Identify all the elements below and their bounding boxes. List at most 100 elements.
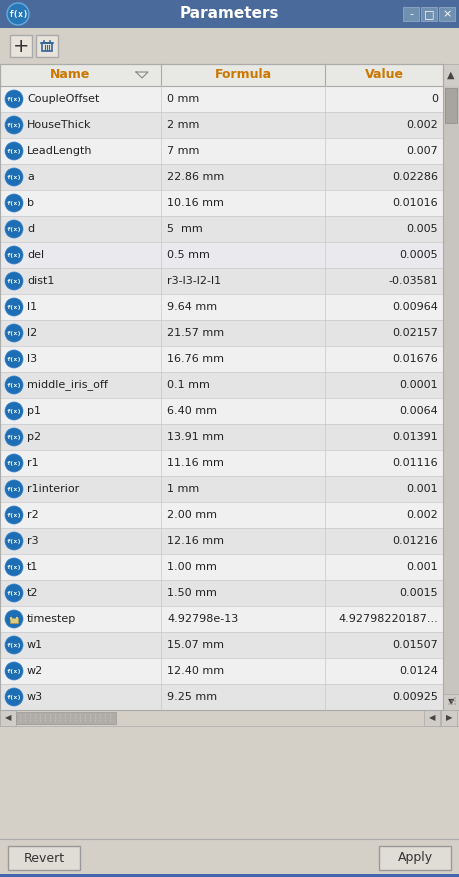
Bar bbox=[443, 632, 459, 658]
Bar bbox=[443, 372, 459, 398]
Bar bbox=[0, 268, 443, 294]
Bar bbox=[0, 476, 443, 502]
Bar bbox=[8, 846, 80, 870]
Text: f(x): f(x) bbox=[6, 487, 22, 491]
Bar bbox=[443, 216, 459, 242]
Text: del: del bbox=[27, 250, 44, 260]
Bar bbox=[0, 580, 443, 606]
Bar bbox=[0, 86, 443, 112]
Bar bbox=[0, 710, 16, 726]
Text: t1: t1 bbox=[27, 562, 39, 572]
Text: 1.50 mm: 1.50 mm bbox=[167, 588, 217, 598]
Bar bbox=[0, 684, 443, 710]
Bar bbox=[443, 502, 459, 528]
Text: f(x): f(x) bbox=[6, 382, 22, 388]
Text: 0.007: 0.007 bbox=[406, 146, 438, 156]
Text: Parameters: Parameters bbox=[180, 6, 279, 22]
Bar bbox=[443, 64, 459, 86]
Text: p1: p1 bbox=[27, 406, 41, 416]
Bar bbox=[0, 606, 443, 632]
Circle shape bbox=[5, 220, 23, 238]
Text: f(x): f(x) bbox=[6, 123, 22, 127]
Text: w2: w2 bbox=[27, 666, 43, 676]
Text: 7 mm: 7 mm bbox=[167, 146, 199, 156]
Bar bbox=[443, 554, 459, 580]
Text: 9.25 mm: 9.25 mm bbox=[167, 692, 217, 702]
Circle shape bbox=[5, 324, 23, 342]
Text: f(x): f(x) bbox=[6, 304, 22, 310]
Text: 22.86 mm: 22.86 mm bbox=[167, 172, 224, 182]
Bar bbox=[0, 710, 459, 726]
Circle shape bbox=[5, 584, 23, 602]
Circle shape bbox=[5, 636, 23, 654]
Bar bbox=[403, 7, 419, 21]
Text: ▼: ▼ bbox=[448, 697, 454, 707]
Text: f(x): f(x) bbox=[6, 565, 22, 569]
Bar bbox=[0, 424, 443, 450]
Text: f(x): f(x) bbox=[6, 148, 22, 153]
Text: -0.03581: -0.03581 bbox=[388, 276, 438, 286]
Bar bbox=[439, 7, 455, 21]
Text: 15.07 mm: 15.07 mm bbox=[167, 640, 224, 650]
Circle shape bbox=[5, 90, 23, 108]
Text: 12.16 mm: 12.16 mm bbox=[167, 536, 224, 546]
Text: r1: r1 bbox=[27, 458, 39, 468]
Text: 4.92798e-13: 4.92798e-13 bbox=[167, 614, 238, 624]
Text: 0.02286: 0.02286 bbox=[392, 172, 438, 182]
Circle shape bbox=[448, 703, 450, 705]
Text: w3: w3 bbox=[27, 692, 43, 702]
Text: 12.40 mm: 12.40 mm bbox=[167, 666, 224, 676]
Circle shape bbox=[5, 272, 23, 290]
Bar bbox=[443, 606, 459, 632]
Bar bbox=[443, 694, 459, 710]
Text: dist1: dist1 bbox=[27, 276, 54, 286]
Text: f(x): f(x) bbox=[6, 356, 22, 361]
Bar bbox=[443, 424, 459, 450]
Text: f(x): f(x) bbox=[6, 538, 22, 544]
Text: 2 mm: 2 mm bbox=[167, 120, 199, 130]
Text: 0.1 mm: 0.1 mm bbox=[167, 380, 210, 390]
Text: 0.01391: 0.01391 bbox=[392, 432, 438, 442]
Bar bbox=[443, 112, 459, 138]
Text: f(x): f(x) bbox=[6, 96, 22, 102]
Text: -: - bbox=[409, 9, 413, 19]
Circle shape bbox=[5, 376, 23, 394]
Text: Apply: Apply bbox=[397, 852, 432, 865]
Bar bbox=[36, 35, 58, 57]
Text: 5  mm: 5 mm bbox=[167, 224, 203, 234]
Circle shape bbox=[5, 688, 23, 706]
Bar bbox=[0, 64, 443, 86]
Text: LeadLength: LeadLength bbox=[27, 146, 93, 156]
Text: Formula: Formula bbox=[214, 68, 272, 82]
Circle shape bbox=[454, 700, 456, 702]
Text: Revert: Revert bbox=[23, 852, 65, 865]
Bar bbox=[443, 86, 459, 710]
Text: □: □ bbox=[424, 9, 434, 19]
Text: 0.01116: 0.01116 bbox=[392, 458, 438, 468]
Bar bbox=[379, 846, 451, 870]
Text: ×: × bbox=[442, 9, 452, 19]
Circle shape bbox=[5, 480, 23, 498]
Circle shape bbox=[5, 662, 23, 680]
Bar bbox=[443, 294, 459, 320]
Text: f(x): f(x) bbox=[6, 409, 22, 413]
Circle shape bbox=[454, 703, 456, 705]
Text: w1: w1 bbox=[27, 640, 43, 650]
Text: 1 mm: 1 mm bbox=[167, 484, 199, 494]
Text: ▲: ▲ bbox=[447, 70, 455, 80]
Bar bbox=[0, 554, 443, 580]
Circle shape bbox=[5, 116, 23, 134]
Bar bbox=[0, 64, 443, 86]
Text: f(x): f(x) bbox=[6, 668, 22, 674]
Text: 2.00 mm: 2.00 mm bbox=[167, 510, 217, 520]
Text: d: d bbox=[27, 224, 34, 234]
Bar bbox=[0, 839, 459, 877]
Text: 1.00 mm: 1.00 mm bbox=[167, 562, 217, 572]
Bar bbox=[443, 190, 459, 216]
Bar bbox=[10, 618, 18, 623]
Text: +: + bbox=[13, 37, 29, 55]
Bar bbox=[441, 710, 457, 726]
Bar bbox=[0, 294, 443, 320]
Text: 0.005: 0.005 bbox=[406, 224, 438, 234]
Text: ▶: ▶ bbox=[446, 714, 452, 723]
